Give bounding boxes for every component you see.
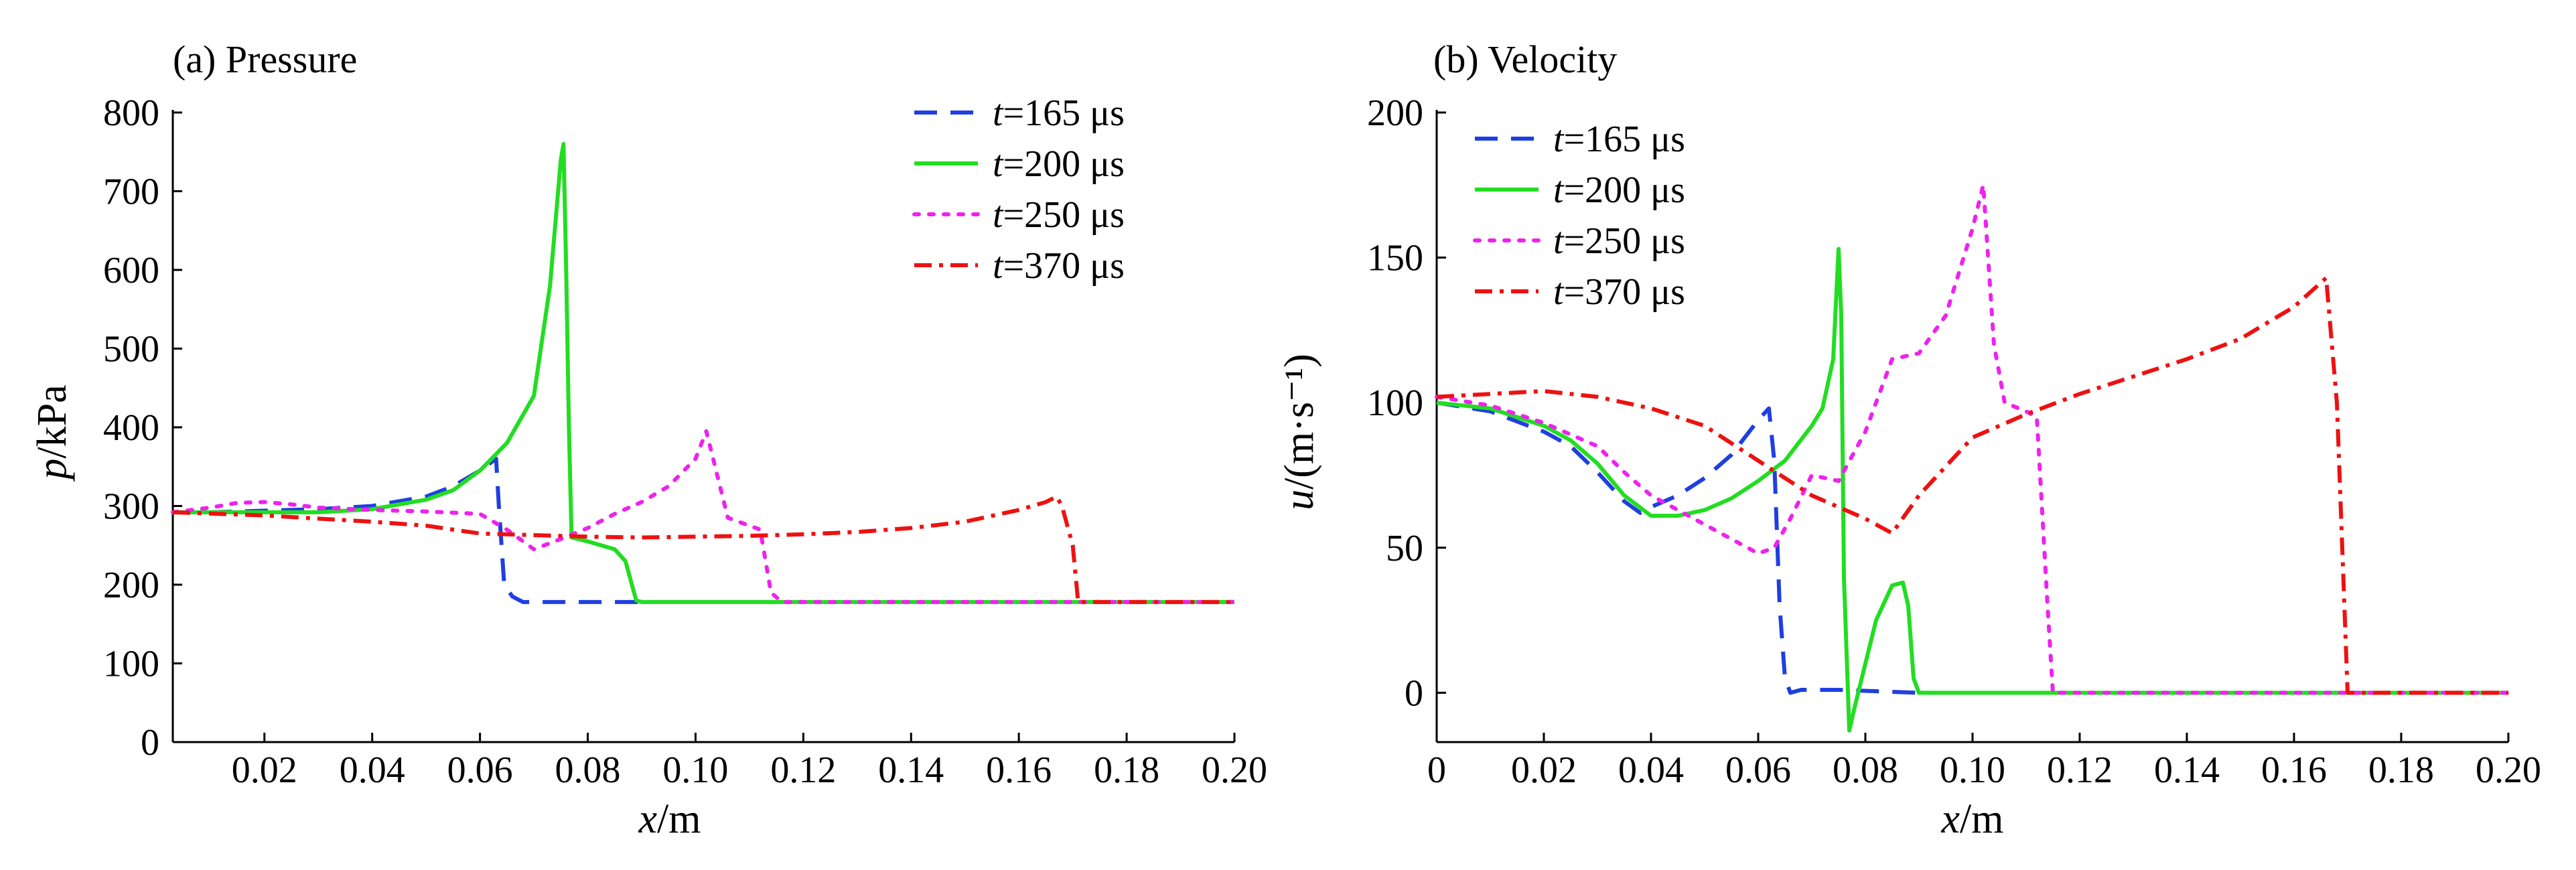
- legend-label: t=250 μs: [993, 194, 1125, 236]
- chart-legend: t=165 μs t=200 μs t=250 μs t=370 μs: [912, 92, 1125, 287]
- x-tick-label: 0.06: [447, 749, 513, 791]
- chart-series: [171, 142, 1236, 604]
- y-tick-label: 50: [1386, 528, 1423, 569]
- y-tick-label: 100: [103, 644, 159, 685]
- x-tick-label: 0.10: [662, 749, 728, 791]
- x-tick-label: 0.20: [1202, 749, 1267, 791]
- x-axis-label: x/m: [1941, 796, 2004, 842]
- x-tick-label: 0.04: [1618, 749, 1684, 791]
- chart-legend: t=165 μs t=200 μs t=250 μs t=370 μs: [1473, 119, 1685, 313]
- x-tick-label: 0.12: [770, 749, 836, 791]
- x-tick-label: 0.14: [2154, 749, 2220, 791]
- y-tick-label: 300: [103, 486, 159, 528]
- series-line: [173, 142, 1234, 604]
- series-line: [1436, 275, 2508, 695]
- series-line: [172, 494, 1234, 604]
- legend-label: t=370 μs: [993, 245, 1125, 287]
- y-tick-label: 200: [103, 565, 159, 606]
- y-tick-label: 0: [1405, 672, 1423, 714]
- chart-ticks: 0.02 0.04 0.06 0.08 0.10 0.12 0.14 0.16 0.18 0.20…: [103, 92, 1267, 791]
- series-line: [1436, 246, 2508, 733]
- legend-label: t=165 μs: [993, 92, 1125, 134]
- y-tick-label: 800: [103, 92, 159, 134]
- chart-series: [1435, 183, 2510, 733]
- y-tick-label: 600: [103, 250, 159, 291]
- legend-label: t=200 μs: [1553, 169, 1685, 211]
- x-tick-label: 0.12: [2047, 749, 2113, 791]
- y-tick-label: 700: [103, 171, 159, 213]
- series-line: [173, 457, 642, 604]
- pressure-chart: (a) Pressure 0.02 0.04 0.06 0.08 0.10 0.12 0.1…: [29, 38, 1267, 842]
- chart-ticks: 0 0.02 0.04 0.06 0.08 0.10 0.12 0.14 0.16 0.18 0.2…: [1367, 92, 2541, 791]
- legend-label: t=370 μs: [1553, 271, 1685, 313]
- y-tick-label: 400: [103, 407, 159, 449]
- chart-axes: [171, 110, 1234, 743]
- chart-title: (a) Pressure: [173, 38, 357, 81]
- x-tick-label: 0.20: [2476, 749, 2541, 791]
- x-tick-label: 0.06: [1725, 749, 1791, 791]
- x-tick-label: 0.02: [1511, 749, 1577, 791]
- x-tick-label: 0.14: [878, 749, 944, 791]
- y-tick-label: 200: [1367, 92, 1423, 134]
- velocity-chart: (b) Velocity 0 0.02 0.04 0.06 0.08 0.10 0.12 0.…: [1277, 38, 2541, 842]
- y-axis-label: u/(m·s⁻¹): [1277, 354, 1322, 510]
- legend-label: t=200 μs: [993, 143, 1125, 185]
- x-axis-label: x/m: [638, 796, 701, 842]
- x-tick-label: 0.16: [2261, 749, 2327, 791]
- x-tick-label: 0: [1427, 749, 1446, 791]
- series-line: [1435, 183, 2510, 695]
- x-tick-label: 0.02: [232, 749, 297, 791]
- x-tick-label: 0.08: [1833, 749, 1898, 791]
- x-tick-label: 0.04: [340, 749, 405, 791]
- x-tick-label: 0.16: [986, 749, 1052, 791]
- y-tick-label: 100: [1367, 382, 1423, 424]
- series-line: [171, 429, 1236, 604]
- y-tick-label: 500: [103, 329, 159, 370]
- y-axis-label: p/kPa: [29, 384, 75, 482]
- legend-label: t=250 μs: [1553, 220, 1685, 262]
- series-line: [1436, 401, 1920, 695]
- y-tick-label: 0: [141, 722, 159, 764]
- x-tick-label: 0.08: [555, 749, 621, 791]
- chart-title: (b) Velocity: [1433, 38, 1617, 81]
- y-tick-label: 150: [1367, 238, 1423, 279]
- legend-label: t=165 μs: [1553, 119, 1685, 160]
- x-tick-label: 0.18: [2368, 749, 2434, 791]
- x-tick-label: 0.10: [1940, 749, 2005, 791]
- x-tick-label: 0.18: [1094, 749, 1159, 791]
